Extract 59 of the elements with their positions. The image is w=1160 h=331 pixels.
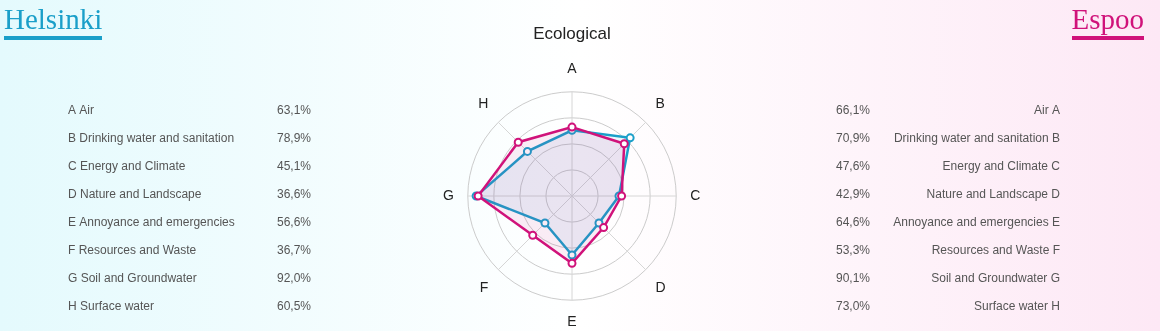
text: 36,7% xyxy=(277,243,312,257)
category-label: G xyxy=(68,271,78,285)
category-label: G xyxy=(1050,271,1060,285)
text: Drinking water and sanitation xyxy=(79,131,235,145)
text: 36,6% xyxy=(277,187,312,201)
category-label: D xyxy=(68,187,77,201)
text: 42,9% xyxy=(836,187,871,201)
spoke-label: C xyxy=(690,186,701,203)
text: Ecological xyxy=(533,24,611,43)
category-label: A xyxy=(68,103,77,117)
text: 73,0% xyxy=(836,299,871,313)
category-label: F xyxy=(68,243,76,257)
text: Annoyance and emergencies xyxy=(79,215,235,229)
spoke-label: E xyxy=(567,313,577,330)
text: 90,1% xyxy=(836,271,871,285)
text: Helsinki xyxy=(4,2,103,36)
spoke-label: A xyxy=(567,60,578,77)
text: Resources and Waste xyxy=(931,243,1050,257)
category-label: A xyxy=(1051,103,1060,117)
category-label: H xyxy=(1051,299,1060,313)
category-label: C xyxy=(1051,159,1060,173)
spoke-label: F xyxy=(479,278,489,295)
text: Drinking water and sanitation xyxy=(893,131,1049,145)
text: 53,3% xyxy=(836,243,871,257)
category-label: H xyxy=(68,299,77,313)
text: Soil and Groundwater xyxy=(80,271,197,285)
text: 70,9% xyxy=(836,131,871,145)
spoke-label: G xyxy=(442,186,454,203)
text: 66,1% xyxy=(836,103,871,117)
text: 47,6% xyxy=(836,159,871,173)
text: 63,1% xyxy=(277,103,312,117)
text: Soil and Groundwater xyxy=(931,271,1048,285)
text: Nature and Landscape xyxy=(80,187,202,201)
text: 92,0% xyxy=(277,271,312,285)
spoke-label: H xyxy=(478,94,489,111)
category-label: B xyxy=(1051,131,1060,145)
category-label: F xyxy=(1052,243,1060,257)
text: Energy and Climate xyxy=(80,159,186,173)
text: 56,6% xyxy=(277,215,312,229)
text: 60,5% xyxy=(277,299,312,313)
text: Resources and Waste xyxy=(78,243,197,257)
spoke-label: B xyxy=(655,94,665,111)
text: Annoyance and emergencies xyxy=(893,215,1049,229)
text: Air xyxy=(1033,103,1049,117)
text: 64,6% xyxy=(836,215,871,229)
category-label: E xyxy=(68,215,77,229)
text: 78,9% xyxy=(277,131,312,145)
text: Surface water xyxy=(80,299,155,313)
spoke-label: D xyxy=(655,278,666,295)
text: Air xyxy=(79,103,95,117)
text: Energy and Climate xyxy=(942,159,1048,173)
category-label: C xyxy=(68,159,77,173)
category-label: E xyxy=(1051,215,1060,229)
text: Espoo xyxy=(1071,2,1144,36)
category-label: B xyxy=(68,131,77,145)
text: Nature and Landscape xyxy=(926,187,1048,201)
category-label: D xyxy=(1051,187,1060,201)
text: Surface water xyxy=(973,299,1048,313)
text: 45,1% xyxy=(277,159,312,173)
